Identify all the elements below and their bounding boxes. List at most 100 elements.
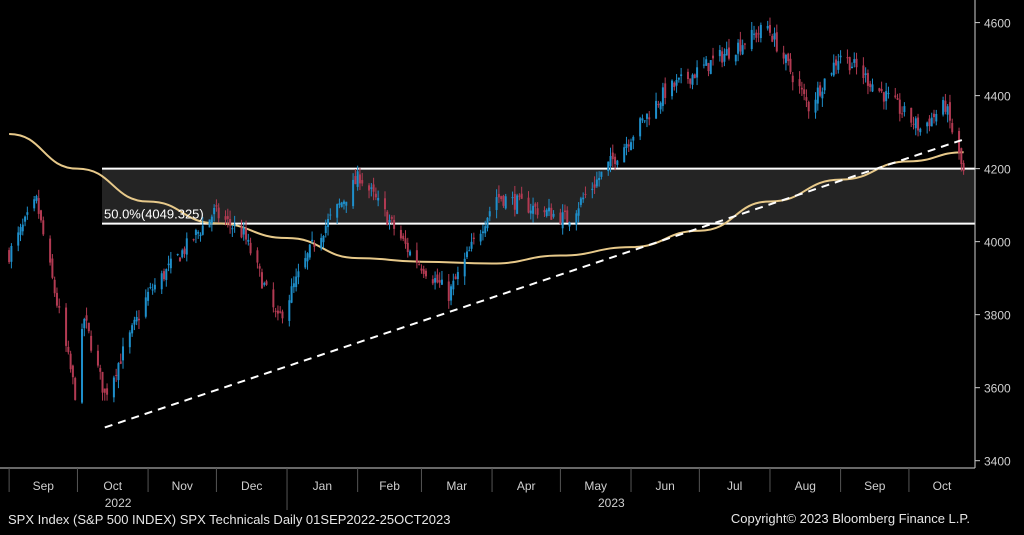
candle-body xyxy=(532,205,535,214)
candle-body xyxy=(201,225,204,235)
candle-body xyxy=(8,250,11,263)
candle-body xyxy=(165,269,168,280)
candle-body xyxy=(119,361,122,364)
candle-body xyxy=(582,197,585,200)
candle-body xyxy=(534,203,537,207)
candle-body xyxy=(304,258,307,268)
candle-body xyxy=(591,188,594,191)
candle-body xyxy=(402,235,405,239)
y-tick-label: 4600 xyxy=(984,17,1011,31)
candle-body xyxy=(320,237,323,249)
candle-body xyxy=(607,161,610,172)
candle-body xyxy=(128,332,131,348)
candle-body xyxy=(518,195,521,197)
candle-body xyxy=(550,207,553,220)
candle-body xyxy=(10,245,13,262)
candle-body xyxy=(472,237,475,240)
x-tick-label: Oct xyxy=(103,479,122,493)
candle-body xyxy=(368,185,371,191)
candle-body xyxy=(247,239,250,242)
candle-body xyxy=(479,233,482,242)
candle-body xyxy=(821,91,824,99)
candle-body xyxy=(160,273,163,290)
candle-body xyxy=(372,184,375,192)
candle-body xyxy=(181,250,184,258)
candle-body xyxy=(133,319,136,325)
candle-body xyxy=(898,99,901,114)
candle-body xyxy=(614,156,617,165)
trendline xyxy=(104,138,964,429)
x-tick-label: Jul xyxy=(727,479,742,493)
candle-body xyxy=(249,242,252,254)
candle-body xyxy=(903,106,906,113)
candle-body xyxy=(598,177,601,181)
candle-body xyxy=(447,281,450,301)
candle-body xyxy=(163,271,166,280)
candle-body xyxy=(342,201,345,204)
candle-body xyxy=(297,271,300,278)
candle-body xyxy=(322,235,325,243)
candle-body xyxy=(450,286,453,301)
candle-body xyxy=(502,195,505,206)
y-tick-label: 4400 xyxy=(984,90,1011,104)
candle-body xyxy=(696,67,699,78)
candle-body xyxy=(944,100,947,112)
candle-body xyxy=(388,219,391,223)
candle-body xyxy=(951,123,954,133)
candle-body xyxy=(563,210,566,213)
candle-body xyxy=(930,117,933,127)
candlesticks xyxy=(8,17,965,404)
candle-body xyxy=(470,241,473,249)
candle-body xyxy=(352,179,355,207)
candle-body xyxy=(418,264,421,266)
candle-body xyxy=(404,238,407,244)
candle-body xyxy=(885,91,888,102)
candle-body xyxy=(568,222,571,227)
candle-body xyxy=(51,258,54,278)
x-tick-label: Dec xyxy=(241,479,262,493)
candle-body xyxy=(839,55,842,58)
candle-body xyxy=(324,226,327,234)
candle-body xyxy=(33,199,36,209)
y-tick-label: 3800 xyxy=(984,309,1011,323)
candle-body xyxy=(37,198,40,214)
candle-body xyxy=(90,335,93,351)
candle-body xyxy=(625,143,628,149)
candle-body xyxy=(753,33,756,35)
candle-body xyxy=(454,276,457,280)
x-tick-label: Nov xyxy=(172,479,193,493)
candle-body xyxy=(639,118,642,137)
candle-body xyxy=(866,73,869,86)
candle-body xyxy=(153,284,156,290)
retracement-label: 50.0%(4049.325) xyxy=(104,207,204,222)
candle-body xyxy=(329,214,332,216)
candle-body xyxy=(527,197,530,213)
candle-body xyxy=(463,258,466,277)
candle-body xyxy=(488,211,491,217)
candle-body xyxy=(600,171,603,177)
candle-body xyxy=(465,251,468,258)
candle-body xyxy=(256,250,259,263)
candle-body xyxy=(245,228,248,240)
candle-body xyxy=(21,224,24,232)
candle-body xyxy=(910,107,913,123)
candle-body xyxy=(609,156,612,167)
candle-body xyxy=(782,52,785,59)
candle-body xyxy=(830,73,833,75)
candle-body xyxy=(115,374,118,376)
candle-body xyxy=(436,274,439,283)
candle-body xyxy=(406,242,409,253)
candle-body xyxy=(210,216,213,224)
candle-body xyxy=(896,98,899,100)
candle-body xyxy=(926,122,929,127)
candle-body xyxy=(766,25,769,29)
candle-body xyxy=(853,59,856,63)
candle-body xyxy=(566,210,569,223)
candle-body xyxy=(548,207,551,212)
candle-body xyxy=(81,329,84,403)
candle-body xyxy=(671,80,674,97)
candle-body xyxy=(727,47,730,59)
candle-body xyxy=(233,224,236,226)
candle-body xyxy=(575,213,578,225)
